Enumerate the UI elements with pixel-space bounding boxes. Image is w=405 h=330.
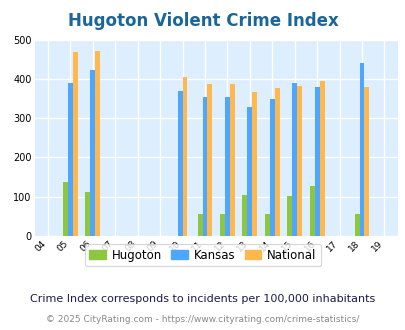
Bar	[72, 52, 78, 236]
Bar	[319, 81, 324, 236]
Bar	[207, 84, 212, 236]
Text: Hugoton Violent Crime Index: Hugoton Violent Crime Index	[68, 12, 337, 30]
Bar	[292, 83, 296, 236]
Bar	[264, 214, 269, 236]
Bar	[177, 91, 182, 236]
Bar	[359, 63, 364, 236]
Bar	[309, 186, 314, 236]
Bar	[364, 87, 369, 236]
Bar	[68, 83, 72, 236]
Bar	[202, 97, 207, 236]
Legend: Hugoton, Kansas, National: Hugoton, Kansas, National	[84, 244, 321, 266]
Bar	[287, 196, 292, 236]
Bar	[85, 192, 90, 236]
Bar	[197, 214, 202, 236]
Bar	[229, 84, 234, 236]
Bar	[252, 92, 257, 236]
Bar	[354, 214, 359, 236]
Bar	[314, 87, 319, 236]
Text: © 2025 CityRating.com - https://www.cityrating.com/crime-statistics/: © 2025 CityRating.com - https://www.city…	[46, 315, 359, 324]
Bar	[224, 97, 229, 236]
Bar	[296, 85, 301, 236]
Bar	[274, 88, 279, 236]
Text: Crime Index corresponds to incidents per 100,000 inhabitants: Crime Index corresponds to incidents per…	[30, 294, 375, 304]
Bar	[90, 70, 95, 236]
Bar	[95, 50, 100, 236]
Bar	[182, 77, 187, 236]
Bar	[269, 99, 274, 236]
Bar	[242, 195, 247, 236]
Bar	[63, 182, 68, 236]
Bar	[247, 107, 252, 236]
Bar	[220, 214, 224, 236]
